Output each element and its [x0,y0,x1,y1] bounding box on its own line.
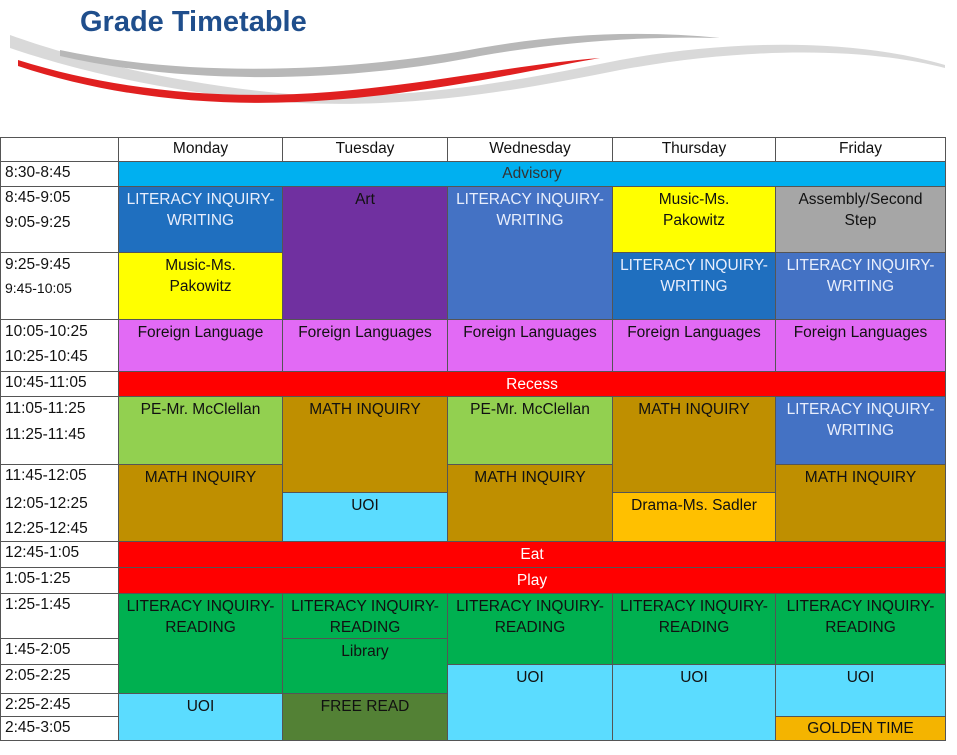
friday-math-inquiry: MATH INQUIRY [775,464,946,542]
friday-literacy-writing: LITERACY INQUIRY-WRITING [775,252,946,320]
thursday-drama: Drama-Ms. Sadler [612,492,776,542]
friday-assembly: Assembly/Second Step [775,186,946,253]
friday-literacy-writing-2: LITERACY INQUIRY-WRITING [775,396,946,465]
thursday-foreign-languages: Foreign Languages [612,319,776,372]
tuesday-uoi: UOI [282,492,448,542]
monday-literacy-writing: LITERACY INQUIRY-WRITING [118,186,283,253]
time-slot: 12:05-12:25 [5,495,88,512]
eat-bar: Eat [118,541,946,568]
time-slot: 8:30-8:45 [5,164,71,181]
thursday-literacy-reading: LITERACY INQUIRY-READING [612,593,776,665]
friday-golden-time: GOLDEN TIME [775,716,946,741]
day-header-tuesday: Tuesday [282,137,448,162]
play-bar: Play [118,567,946,594]
time-slot: 10:45-11:05 [5,374,87,391]
wednesday-pe: PE-Mr. McClellan [447,396,613,465]
wednesday-literacy-reading: LITERACY INQUIRY-READING [447,593,613,665]
time-slot: 1:05-1:25 [5,570,71,587]
wednesday-uoi: UOI [447,664,613,741]
time-slot: 10:05-10:25 [5,323,88,340]
thursday-math-inquiry: MATH INQUIRY [612,396,776,493]
friday-foreign-languages: Foreign Languages [775,319,946,372]
tuesday-art: Art [282,186,448,320]
time-slot: 12:45-1:05 [5,544,80,561]
thursday-uoi: UOI [612,664,776,741]
time-slot: 1:45-2:05 [5,641,71,658]
time-slot: 11:05-11:25 [5,400,86,417]
monday-pe: PE-Mr. McClellan [118,396,283,465]
page-title: Grade Timetable [80,6,307,38]
wednesday-foreign-languages: Foreign Languages [447,319,613,372]
time-slot: 11:25-11:45 [5,426,86,443]
tuesday-literacy-reading: LITERACY INQUIRY-READING [282,593,448,639]
friday-uoi: UOI [775,664,946,717]
monday-literacy-reading: LITERACY INQUIRY-READING [118,593,283,694]
time-slot: 1:25-1:45 [5,596,71,613]
advisory-bar: Advisory [118,161,946,187]
monday-uoi: UOI [118,693,283,741]
recess-bar: Recess [118,371,946,397]
friday-literacy-reading: LITERACY INQUIRY-READING [775,593,946,665]
day-header-thursday: Thursday [612,137,776,162]
time-slot: 2:25-2:45 [5,696,71,713]
day-header-wednesday: Wednesday [447,137,613,162]
thursday-literacy-writing: LITERACY INQUIRY-WRITING [612,252,776,320]
monday-math-inquiry: MATH INQUIRY [118,464,283,542]
wednesday-math-inquiry: MATH INQUIRY [447,464,613,542]
monday-foreign-language: Foreign Language [118,319,283,372]
tuesday-foreign-languages: Foreign Languages [282,319,448,372]
day-header-friday: Friday [775,137,946,162]
time-slot: 8:45-9:05 [5,189,71,206]
thursday-music: Music-Ms. Pakowitz [612,186,776,253]
time-slot: 9:05-9:25 [5,214,71,231]
time-slot: 2:05-2:25 [5,667,71,684]
day-header-monday: Monday [118,137,283,162]
time-slot: 10:25-10:45 [5,348,88,365]
monday-music: Music-Ms. Pakowitz [118,252,283,320]
wednesday-literacy-writing: LITERACY INQUIRY-WRITING [447,186,613,320]
time-slot: 12:25-12:45 [5,520,88,537]
time-slot: 9:45-10:05 [5,280,72,296]
time-slot: 2:45-3:05 [5,719,71,736]
tuesday-math-inquiry: MATH INQUIRY [282,396,448,493]
tuesday-library: Library [282,638,448,694]
tuesday-free-read: FREE READ [282,693,448,741]
time-slot: 11:45-12:05 [5,467,87,484]
time-slot: 9:25-9:45 [5,256,71,273]
header-swoosh [10,33,945,104]
